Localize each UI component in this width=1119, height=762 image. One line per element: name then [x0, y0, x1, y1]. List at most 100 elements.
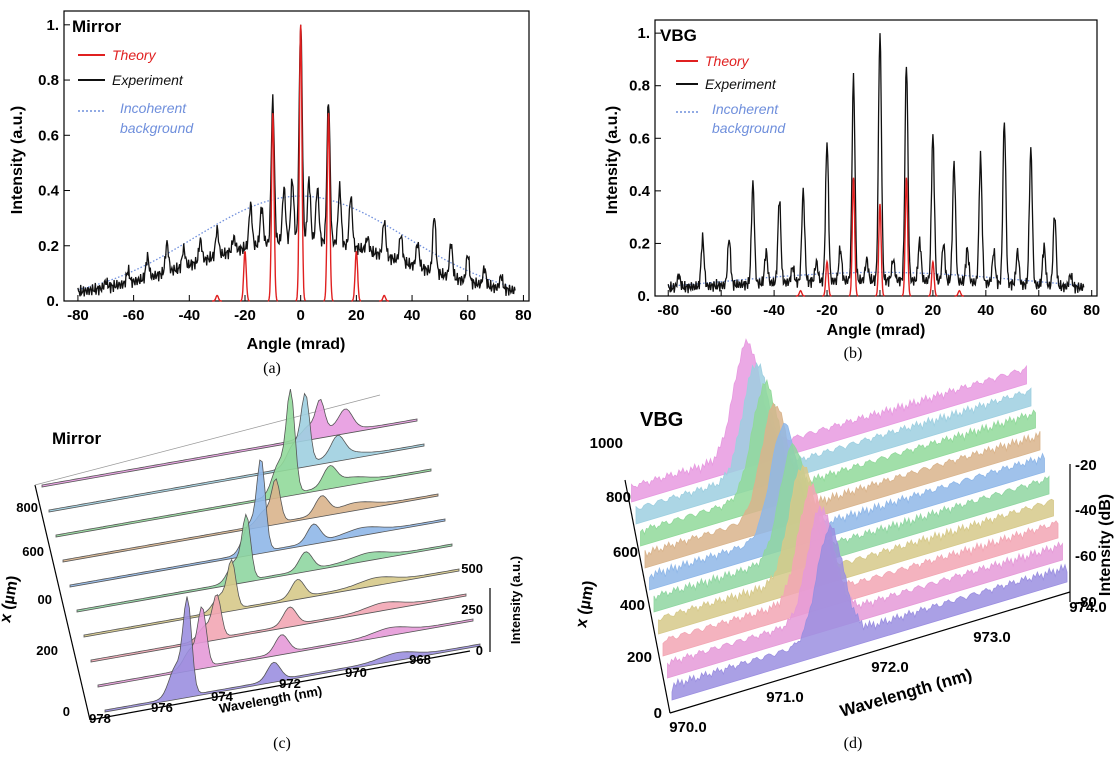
panel-b-theory-peak [848, 177, 859, 297]
panel-c-floor-front [89, 650, 471, 721]
panel-c-xtick-label: 974 [211, 689, 233, 704]
panel-b-xtick-label: 80 [1083, 302, 1100, 319]
panel-b-axes: -80 -60 -40 -20 0 20 40 60 80 0. 0.2 0.4 0.6 0.8 1. [629, 25, 1100, 319]
panel-c-ytick-label: 600 [22, 544, 44, 559]
panel-d-trace [644, 402, 1041, 569]
panel-d-floor-front [669, 591, 1071, 714]
panel-d-ytick-label: 400 [620, 597, 645, 614]
panel-c-ztick-label: 500 [461, 561, 483, 576]
panel-b-theory-peak [954, 289, 964, 297]
panel-d-trace [635, 362, 1032, 525]
panel-a-theory-peak [267, 113, 278, 302]
legend-experiment-label: Experiment [112, 72, 184, 88]
panel-c-title: Mirror [52, 429, 102, 448]
panel-c-xtick-label: 972 [279, 676, 301, 691]
panel-a-ytick-label: 0.8 [38, 72, 59, 89]
panel-d-ytick-label: 800 [606, 489, 631, 506]
panel-d-xtick-label: 974.0 [1069, 599, 1107, 616]
legend-background-label-1: Incoherent [712, 101, 779, 117]
panel-c-xtick-label: 976 [151, 700, 173, 715]
panel-b-xtick-label: 40 [977, 302, 994, 319]
panel-a-theory-peak [379, 294, 389, 302]
panel-a-theory-peak [351, 251, 362, 302]
panel-d-trace [653, 442, 1050, 613]
panel-d-xtick-label: 971.0 [766, 689, 804, 706]
legend-theory-label: Theory [112, 47, 157, 63]
panel-a-legend: Theory Experiment Incoherent background [78, 47, 194, 136]
panel-b-theory-peak [795, 289, 806, 297]
panel-b-experiment-line [667, 33, 1085, 294]
panel-d-trace [631, 338, 1027, 503]
panel-c-trace [69, 459, 446, 588]
panel-c-zlabel: Intensity (a.u.) [508, 556, 523, 644]
panel-a-xtick-label: 60 [459, 307, 476, 324]
panel-b-chart: VBG -80 -60 -40 -20 0 20 40 60 80 0. 0.2 0.4 0.6 0.8 1… [604, 19, 1100, 362]
panel-c-xtick-label: 978 [89, 711, 111, 726]
panel-d-ztick-label: -60 [1075, 548, 1097, 565]
panel-d-trace [649, 422, 1045, 591]
panel-b-ytick-label: 1. [637, 25, 650, 42]
panel-c-chart: Mirror Wavelength (nm) x (µm) Intensity … [0, 389, 523, 752]
panel-d-chart: VBG Wavelength (nm) x (µm) Intensity (dB… [573, 338, 1114, 752]
panel-b-series [667, 33, 1085, 297]
legend-theory-label: Theory [705, 53, 750, 69]
panel-d-trace [662, 482, 1059, 657]
panel-b-xtick-label: 0 [876, 302, 884, 319]
panel-a-xtick-label: 20 [348, 307, 365, 324]
panel-c-trace [83, 558, 460, 638]
panel-c-ytick-label: 800 [16, 500, 38, 515]
panel-b-ytick-label: 0.6 [629, 130, 650, 147]
panel-a-xtick-label: 0 [297, 307, 305, 324]
panel-d-xtick-label: 970.0 [669, 719, 707, 736]
panel-d-ytick-label: 600 [613, 544, 638, 561]
panel-c-ztick-label: 250 [461, 602, 483, 617]
panel-c-trace [55, 389, 432, 538]
panel-a-ytick-label: 0.2 [38, 238, 59, 255]
panel-d-trace [658, 464, 1054, 635]
panel-c-trace [48, 392, 425, 513]
panel-c-xtick-label: 968 [409, 652, 431, 667]
panel-a-title: Mirror [72, 17, 122, 36]
panel-b-xtick-label: -20 [816, 302, 838, 319]
panel-c-ylabel: x (µm) [0, 574, 22, 624]
panel-b-xtick-label: 60 [1030, 302, 1047, 319]
panel-b-theory-peak [901, 177, 912, 297]
legend-background-label-2: background [120, 120, 194, 136]
panel-a-xtick-label: -40 [178, 307, 200, 324]
panel-d-trace [640, 378, 1036, 547]
panel-c-ytick-label: 200 [36, 643, 58, 658]
caption-c: (c) [273, 735, 291, 752]
panel-a-ylabel: Intensity (a.u.) [9, 106, 26, 214]
caption-b: (b) [844, 345, 863, 362]
panel-a-axes: -80 -60 -40 -20 0 20 40 60 80 0. 0.2 0.4 0.6 0.8 1. [38, 17, 532, 324]
panel-d-ztick-label: -40 [1075, 502, 1097, 519]
legend-experiment-label: Experiment [705, 76, 777, 92]
panel-b-background-line [668, 271, 1082, 287]
panel-d-ylabel: x (µm) [573, 579, 598, 629]
panel-d-trace [667, 505, 1063, 679]
legend-background-label-1: Incoherent [120, 100, 187, 116]
panel-b-ytick-label: 0.2 [629, 235, 650, 252]
panel-c-floor-left [34, 484, 91, 721]
panel-d-trace [671, 523, 1068, 701]
legend-background-label-2: background [712, 120, 786, 136]
panel-c-xtick-label: 970 [345, 665, 367, 680]
panel-a-ytick-label: 0.4 [38, 183, 60, 200]
panel-b-theory-peak [928, 259, 938, 297]
panel-d-ztick-label: -80 [1075, 594, 1097, 611]
panel-c-trace [76, 513, 453, 613]
panel-b-xtick-label: 20 [925, 302, 942, 319]
panel-b-xlabel: Angle (mrad) [827, 322, 926, 339]
panel-a-theory-peak [212, 294, 222, 302]
panel-d-floor-left [624, 479, 671, 714]
panel-a-xtick-label: 40 [404, 307, 421, 324]
panel-a-xtick-label: -80 [67, 307, 89, 324]
panel-d-ytick-label: 0 [654, 705, 662, 722]
panel-b-xtick-label: -60 [710, 302, 732, 319]
panel-a-theory-peak [239, 251, 250, 302]
panel-b-xtick-label: -80 [657, 302, 679, 319]
panel-d-xtick-label: 973.0 [973, 629, 1011, 646]
panel-b-legend: Theory Experiment Incoherent background [676, 53, 786, 136]
panel-b-theory-peak [874, 203, 885, 297]
panel-a-ytick-label: 0. [46, 293, 59, 310]
